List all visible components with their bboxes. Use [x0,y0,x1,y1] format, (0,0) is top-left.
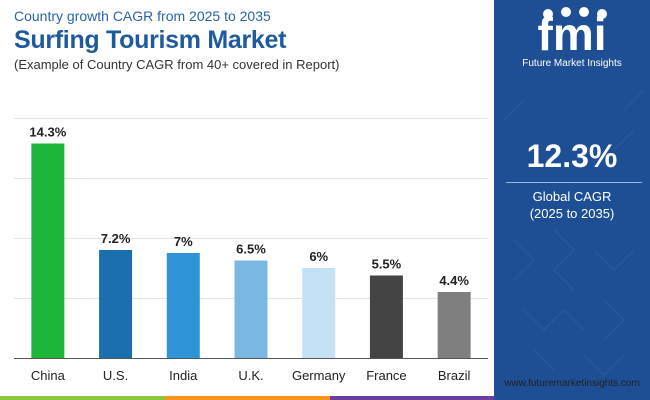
strip-segment [494,396,650,400]
category-label: China [31,368,66,383]
bar-chart: 14.3% China 7.2% U.S. 7% India 6.5% U.K. 6% Germa… [14,118,488,383]
global-cagr-value: 12.3% [526,138,618,174]
data-label: 6.5% [236,242,266,257]
strip-segment [0,396,165,400]
strip-segment [165,396,330,400]
bar-brazil [437,292,471,358]
logo-dot-icon [543,9,553,19]
bar-india [166,253,200,358]
strip-segment [330,396,494,400]
global-cagr-label: Global CAGR [532,189,612,204]
divider [506,182,642,183]
data-label: 7.2% [101,231,131,246]
logo-dot-icon [579,7,589,17]
category-label: Germany [292,368,346,383]
category-label: U.S. [103,368,128,383]
category-label: Brazil [438,368,471,383]
bar-germany [302,268,336,358]
logo-dot-icon [597,9,607,19]
category-label: U.K. [238,368,263,383]
bar-china [31,143,65,358]
bar-uk [234,260,268,358]
fmi-logo: fmi Future Market Insights [494,0,650,80]
bar-france [369,275,403,358]
chart-title: Surfing Tourism Market [14,26,287,54]
side-panel: fmi Future Market Insights 12.3% Global … [494,0,650,396]
fmi-logo-mark: fmi [538,7,607,60]
data-label: 6% [309,249,328,264]
bar-us [99,250,133,358]
chart-note: (Example of Country CAGR from 40+ covere… [14,57,340,72]
data-label: 14.3% [29,125,66,140]
data-label: 5.5% [372,257,402,272]
data-label: 7% [174,234,193,249]
logo-caption: Future Market Insights [522,58,622,69]
background-pattern [503,89,645,376]
data-label: 4.4% [439,273,469,288]
chart-subtitle: Country growth CAGR from 2025 to 2035 [14,8,271,24]
website-url[interactable]: www.futuremarketinsights.com [504,378,640,389]
category-label: India [169,368,198,383]
logo-dot-icon [561,7,571,17]
category-label: France [366,368,406,383]
global-cagr-period: (2025 to 2035) [529,206,615,221]
